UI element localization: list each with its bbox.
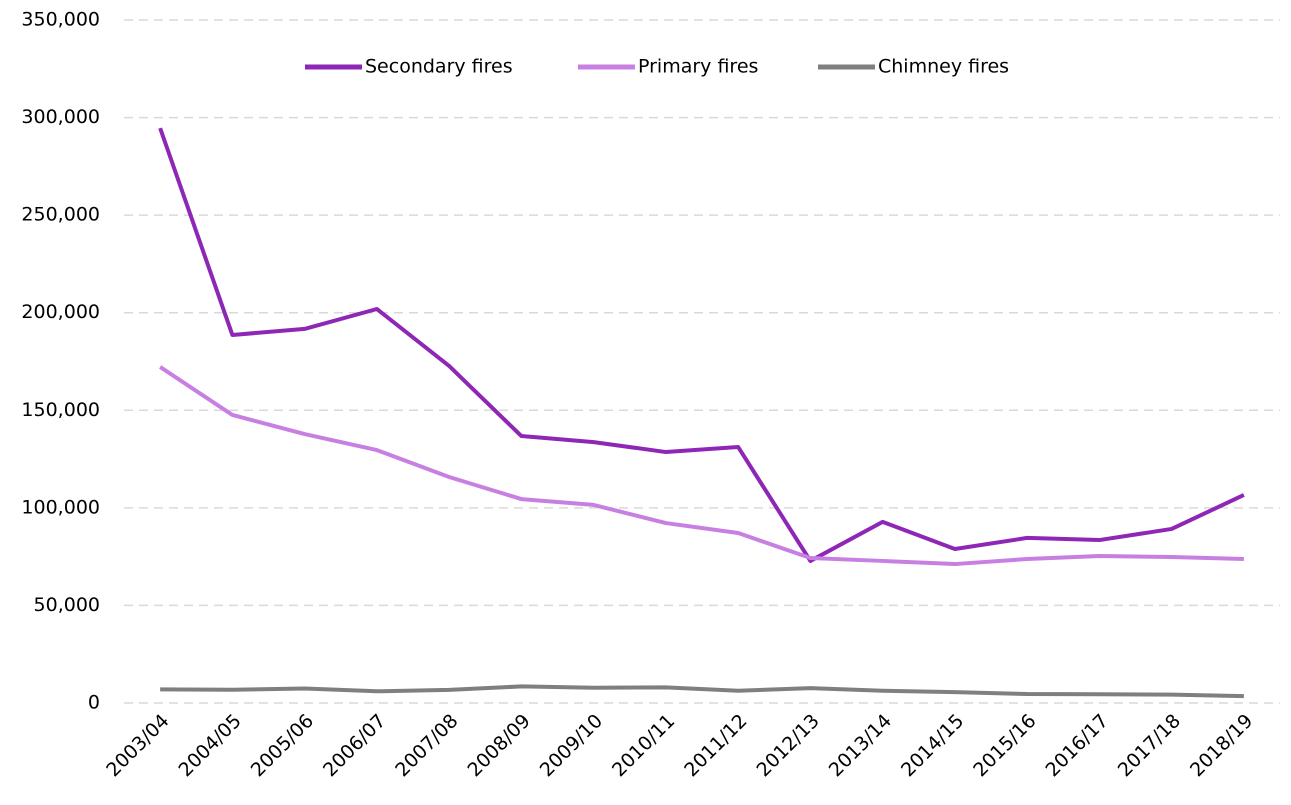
x-tick-label: 2016/17 [1041, 710, 1112, 781]
y-tick-label: 250,000 [21, 204, 100, 226]
y-tick-label: 200,000 [21, 301, 100, 323]
legend-label: Secondary fires [365, 56, 513, 78]
x-tick-label: 2018/19 [1186, 710, 1257, 781]
x-tick-label: 2017/18 [1114, 710, 1185, 781]
series-line [159, 365, 1244, 567]
y-tick-label: 100,000 [21, 496, 100, 518]
x-tick-label: 2015/16 [969, 710, 1040, 781]
legend-label: Primary fires [638, 56, 758, 78]
x-tick-label: 2009/10 [536, 710, 607, 781]
x-tick-label: 2003/04 [102, 710, 173, 781]
series-line [158, 127, 1245, 563]
x-tick-label: 2007/08 [391, 710, 462, 781]
x-tick-label: 2008/09 [463, 710, 534, 781]
x-tick-label: 2006/07 [319, 710, 390, 781]
x-tick-label: 2010/11 [608, 710, 679, 781]
x-tick-label: 2011/12 [680, 710, 751, 781]
series-line [160, 684, 1244, 699]
y-tick-label: 300,000 [21, 106, 100, 128]
x-tick-label: 2004/05 [174, 710, 245, 781]
x-tick-label: 2005/06 [247, 710, 318, 781]
legend-label: Chimney fires [878, 56, 1009, 78]
x-tick-label: 2012/13 [752, 710, 823, 781]
y-tick-label: 350,000 [21, 9, 100, 31]
x-tick-label: 2013/14 [825, 710, 896, 781]
y-tick-label: 0 [88, 692, 100, 714]
x-tick-label: 2014/15 [897, 710, 968, 781]
y-tick-label: 150,000 [21, 399, 100, 421]
y-tick-label: 50,000 [34, 594, 100, 616]
